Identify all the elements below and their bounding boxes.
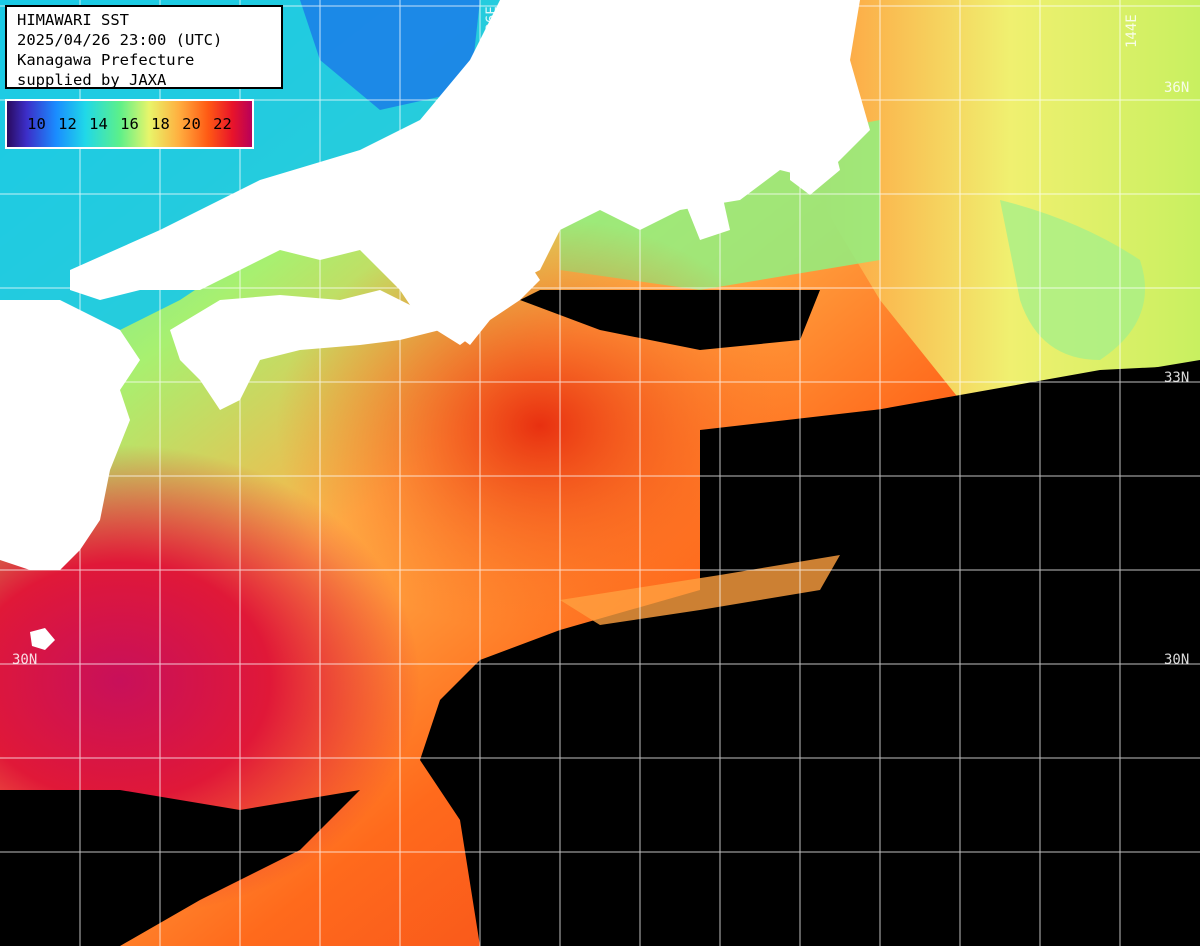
temperature-legend: 10 12 14 16 18 20 22 xyxy=(5,99,254,149)
map-region: Kanagawa Prefecture xyxy=(17,51,195,69)
land-tanegashima xyxy=(30,628,55,650)
land-izu xyxy=(680,185,730,240)
legend-tick: 22 xyxy=(213,115,232,133)
map-timestamp: 2025/04/26 23:00 (UTC) xyxy=(17,31,223,49)
cloud-mask-main xyxy=(420,470,1200,946)
legend-tick: 12 xyxy=(58,115,77,133)
legend-tick: 20 xyxy=(182,115,201,133)
legend-tick: 18 xyxy=(151,115,170,133)
lon-label-136e: 136E xyxy=(484,6,500,40)
land-boso xyxy=(790,130,840,195)
legend-tick: 16 xyxy=(120,115,139,133)
legend-tick: 14 xyxy=(89,115,108,133)
info-box: HIMAWARI SST 2025/04/26 23:00 (UTC) Kana… xyxy=(5,5,283,89)
cloud-mask-band xyxy=(520,290,820,350)
land-shikoku xyxy=(170,290,440,410)
lon-label-144e: 144E xyxy=(1124,14,1140,48)
land-honshu xyxy=(70,0,870,345)
cloud-mask-streak xyxy=(700,365,1200,470)
land-island-small xyxy=(0,375,28,410)
cloud-fringe xyxy=(560,555,840,625)
map-title: HIMAWARI SST xyxy=(17,11,129,29)
lat-label-30n-left: 30N xyxy=(12,652,38,668)
map-credit: supplied by JAXA xyxy=(17,71,167,89)
lat-label-33n: 33N xyxy=(1164,370,1190,386)
land-kyushu xyxy=(0,300,140,570)
cloud-mask-southwest xyxy=(0,790,360,946)
lat-label-36n: 36N xyxy=(1164,80,1190,96)
legend-tick: 10 xyxy=(27,115,46,133)
lat-label-30n-right: 30N xyxy=(1164,652,1190,668)
